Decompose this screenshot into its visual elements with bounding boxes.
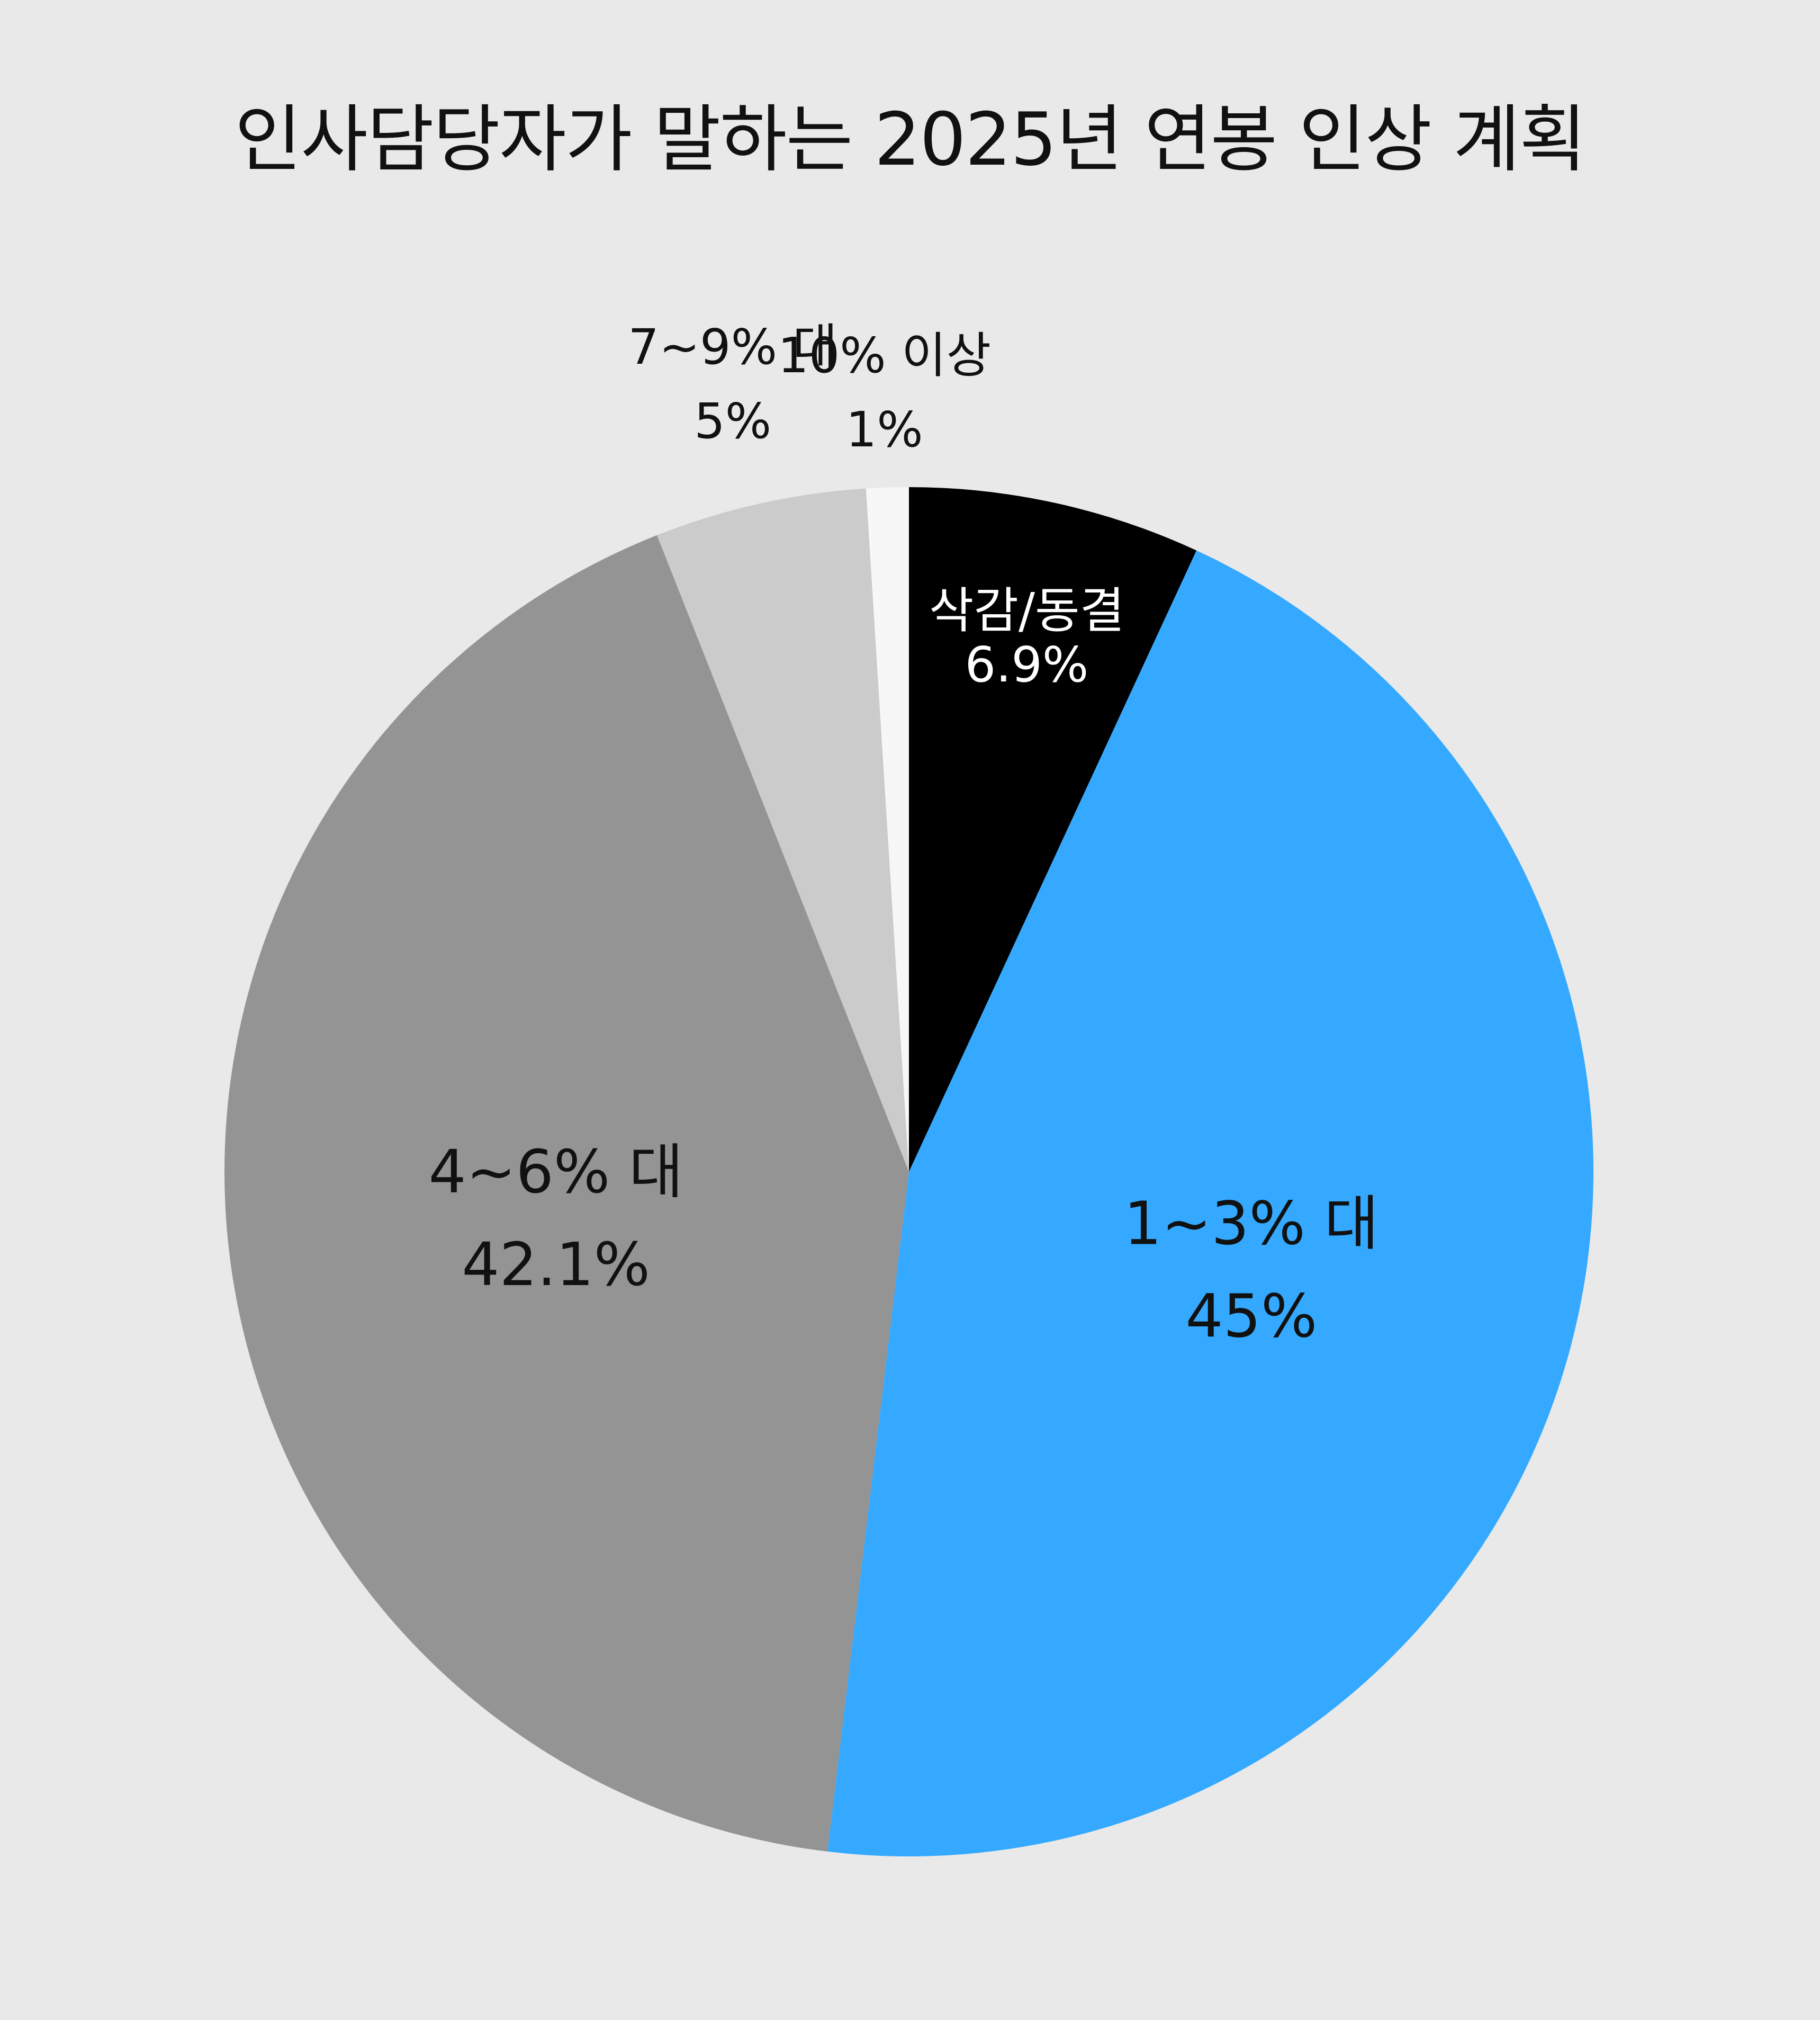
pie-slice-10-이상 <box>866 487 909 1172</box>
pie-slice-1-3-대 <box>827 550 1593 1857</box>
slice-value-label: 42.1% <box>462 1231 650 1299</box>
slice-value-label: 5% <box>694 393 771 450</box>
slice-category-label: 7~9% 대 <box>628 319 837 375</box>
slice-label-group: 10% 이상 1% <box>778 327 991 458</box>
pie-labels: 삭감/동결6.9% 1~3% 대 45% 4~6% 대 42.1% 7~9% 대 5%10%… <box>428 319 1378 1351</box>
pie-slice-7-9-대 <box>657 488 909 1172</box>
slice-category-label: 삭감/동결 <box>929 582 1125 639</box>
slice-value-label: 1% <box>846 401 923 458</box>
slice-category-label: 4~6% 대 <box>428 1138 683 1207</box>
slice-label-group: 7~9% 대 5% <box>628 319 837 450</box>
slice-category-label: 1~3% 대 <box>1124 1189 1378 1258</box>
pie-slices <box>224 487 1593 1857</box>
pie-slice-4-6-대 <box>224 535 909 1852</box>
slice-label-group: 삭감/동결6.9% <box>929 582 1125 693</box>
slice-value-label: 45% <box>1185 1282 1317 1351</box>
slice-label-group: 1~3% 대 45% <box>1124 1189 1378 1351</box>
slice-label-group: 4~6% 대 42.1% <box>428 1138 683 1299</box>
pie-slice-삭감-동결 <box>909 487 1197 1172</box>
slice-category-label: 10% 이상 <box>778 327 991 384</box>
slice-value-label: 6.9% <box>965 636 1089 693</box>
chart-title: 인사담당자가 말하는 2025년 연봉 인상 계획 <box>235 97 1587 182</box>
